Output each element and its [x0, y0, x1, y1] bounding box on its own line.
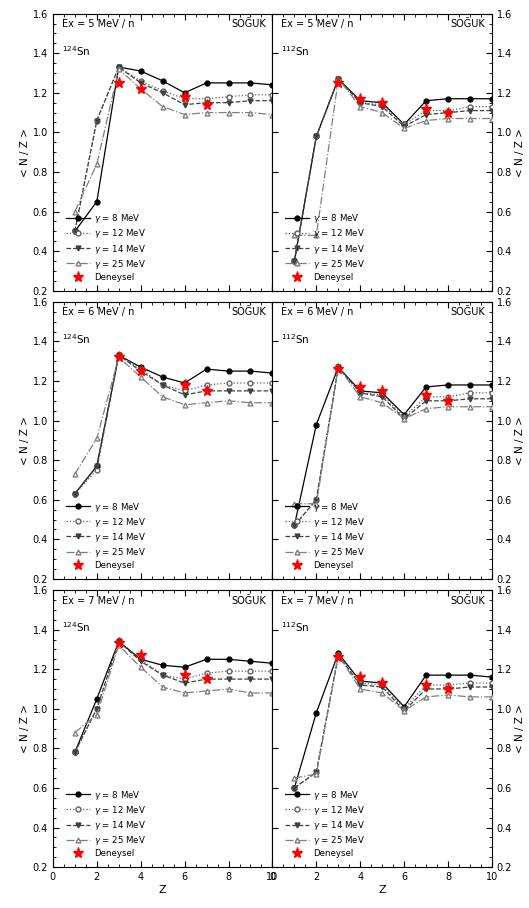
Text: $\mathregular{^{124}}$Sn: $\mathregular{^{124}}$Sn — [62, 332, 90, 346]
Legend: $\gamma$ = 8 MeV, $\gamma$ = 12 MeV, $\gamma$ = 14 MeV, $\gamma$ = 25 MeV, Deney: $\gamma$ = 8 MeV, $\gamma$ = 12 MeV, $\g… — [284, 498, 367, 572]
Text: SOĞUK: SOĞUK — [451, 19, 486, 29]
X-axis label: Z: Z — [378, 884, 386, 894]
Y-axis label: < N / Z >: < N / Z > — [515, 416, 525, 465]
Text: SOĞUK: SOĞUK — [451, 596, 486, 606]
Text: Ex = 6 MeV / n: Ex = 6 MeV / n — [281, 308, 353, 318]
Text: $\mathregular{^{112}}$Sn: $\mathregular{^{112}}$Sn — [281, 332, 310, 346]
Text: Ex = 6 MeV / n: Ex = 6 MeV / n — [62, 308, 134, 318]
Text: SOĞUK: SOĞUK — [451, 308, 486, 318]
Text: $\mathregular{^{112}}$Sn: $\mathregular{^{112}}$Sn — [281, 620, 310, 635]
Y-axis label: < N / Z >: < N / Z > — [20, 128, 30, 177]
Text: $\mathregular{^{124}}$Sn: $\mathregular{^{124}}$Sn — [62, 44, 90, 58]
Legend: $\gamma$ = 8 MeV, $\gamma$ = 12 MeV, $\gamma$ = 14 MeV, $\gamma$ = 25 MeV, Deney: $\gamma$ = 8 MeV, $\gamma$ = 12 MeV, $\g… — [64, 498, 148, 572]
Text: Ex = 5 MeV / n: Ex = 5 MeV / n — [281, 19, 354, 29]
Text: Ex = 7 MeV / n: Ex = 7 MeV / n — [62, 596, 134, 606]
Legend: $\gamma$ = 8 MeV, $\gamma$ = 12 MeV, $\gamma$ = 14 MeV, $\gamma$ = 25 MeV, Deney: $\gamma$ = 8 MeV, $\gamma$ = 12 MeV, $\g… — [284, 787, 367, 860]
Text: $\mathregular{^{124}}$Sn: $\mathregular{^{124}}$Sn — [62, 620, 90, 635]
Y-axis label: < N / Z >: < N / Z > — [515, 128, 525, 177]
Y-axis label: < N / Z >: < N / Z > — [20, 416, 30, 465]
Legend: $\gamma$ = 8 MeV, $\gamma$ = 12 MeV, $\gamma$ = 14 MeV, $\gamma$ = 25 MeV, Deney: $\gamma$ = 8 MeV, $\gamma$ = 12 MeV, $\g… — [64, 787, 148, 860]
Legend: $\gamma$ = 8 MeV, $\gamma$ = 12 MeV, $\gamma$ = 14 MeV, $\gamma$ = 25 MeV, Deney: $\gamma$ = 8 MeV, $\gamma$ = 12 MeV, $\g… — [284, 211, 367, 283]
X-axis label: Z: Z — [159, 884, 167, 894]
Text: SOĞUK: SOĞUK — [231, 19, 266, 29]
Text: SOĞUK: SOĞUK — [231, 308, 266, 318]
Text: SOĞUK: SOĞUK — [231, 596, 266, 606]
Y-axis label: < N / Z >: < N / Z > — [515, 704, 525, 753]
Legend: $\gamma$ = 8 MeV, $\gamma$ = 12 MeV, $\gamma$ = 14 MeV, $\gamma$ = 25 MeV, Deney: $\gamma$ = 8 MeV, $\gamma$ = 12 MeV, $\g… — [64, 211, 148, 283]
Text: Ex = 7 MeV / n: Ex = 7 MeV / n — [281, 596, 354, 606]
Y-axis label: < N / Z >: < N / Z > — [20, 704, 30, 753]
Text: Ex = 5 MeV / n: Ex = 5 MeV / n — [62, 19, 134, 29]
Text: $\mathregular{^{112}}$Sn: $\mathregular{^{112}}$Sn — [281, 44, 310, 58]
